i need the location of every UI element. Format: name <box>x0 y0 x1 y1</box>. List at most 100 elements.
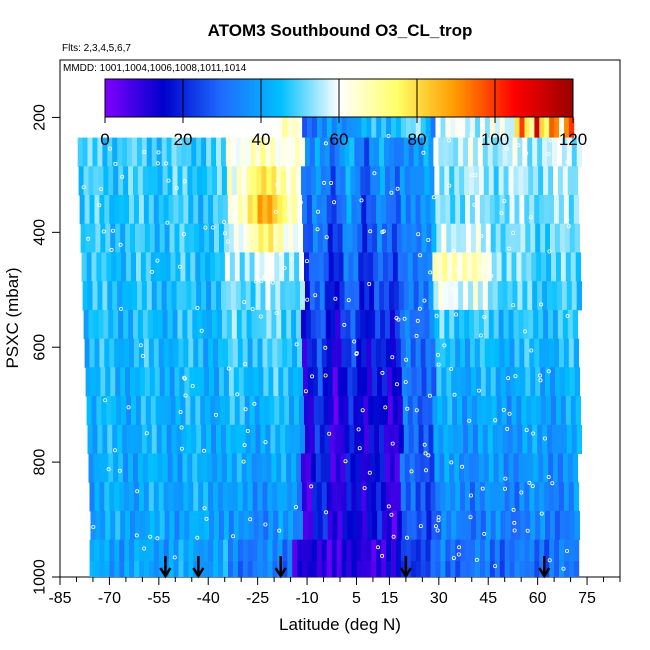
heatmap-cell <box>113 309 119 340</box>
heatmap-cell <box>360 166 366 196</box>
heatmap-cell <box>129 338 135 368</box>
heatmap-cell <box>355 309 361 340</box>
sample-point <box>245 428 250 433</box>
heatmap-cell <box>438 281 444 311</box>
heatmap-cell <box>386 561 392 577</box>
heatmap-cell <box>356 539 362 562</box>
heatmap-cell <box>124 561 130 577</box>
heatmap-cell <box>295 137 301 167</box>
heatmap-cell <box>288 223 294 253</box>
heatmap-cell <box>509 117 515 138</box>
heatmap-cell <box>519 195 525 225</box>
heatmap-cell <box>212 166 218 196</box>
sample-point <box>122 131 127 136</box>
heatmap-cell <box>324 424 330 454</box>
heatmap-cell <box>549 561 555 577</box>
heatmap-cell <box>211 424 217 454</box>
heatmap-cell <box>228 539 234 562</box>
heatmap-cell <box>119 482 125 512</box>
heatmap-cell <box>243 223 249 253</box>
heatmap-cell <box>504 338 510 368</box>
sample-point <box>277 528 282 533</box>
heatmap-cell <box>484 561 491 577</box>
heatmap-cell <box>524 117 530 138</box>
heatmap-cell <box>89 195 95 225</box>
heatmap-cell <box>232 539 239 562</box>
heatmap-cell <box>345 309 351 340</box>
sample-point <box>550 481 555 486</box>
heatmap-cell <box>363 252 369 282</box>
heatmap-cell <box>530 510 536 541</box>
sample-point <box>357 446 362 451</box>
heatmap-cell <box>323 396 329 426</box>
heatmap-cell <box>266 309 272 340</box>
heatmap-cell <box>480 367 487 397</box>
heatmap-cell <box>528 453 534 483</box>
sample-point <box>118 242 123 247</box>
heatmap-cell <box>81 252 87 282</box>
heatmap-cell <box>171 424 177 454</box>
heatmap-cell <box>179 223 185 253</box>
sample-point <box>383 405 388 410</box>
heatmap-cell <box>522 281 528 311</box>
colorbar-tick-label: 60 <box>330 130 349 149</box>
chart-title: ATOM3 Southbound O3_CL_trop <box>208 21 473 40</box>
sample-point <box>313 293 318 298</box>
sample-point <box>179 425 184 430</box>
heatmap-cell <box>173 482 179 512</box>
heatmap-cell <box>319 424 326 454</box>
heatmap-cell <box>128 453 134 483</box>
heatmap-cell <box>131 396 137 426</box>
heatmap-cell <box>502 281 508 311</box>
x-tick-label: -25 <box>246 590 269 607</box>
heatmap-cell <box>178 482 184 512</box>
heatmap-cell <box>99 561 105 577</box>
heatmap-cell <box>415 195 421 225</box>
heatmap-cell <box>339 424 345 454</box>
heatmap-cell <box>378 396 384 426</box>
heatmap-cell <box>568 539 575 562</box>
heatmap-cell <box>99 539 105 562</box>
heatmap-cell <box>321 561 328 577</box>
heatmap-cell <box>450 482 456 512</box>
heatmap-cell <box>252 539 258 562</box>
heatmap-cell <box>121 252 127 282</box>
heatmap-cell <box>174 367 180 397</box>
sample-point <box>513 374 518 379</box>
heatmap-cell <box>417 252 423 282</box>
heatmap-cell <box>203 539 209 562</box>
heatmap-cell <box>91 252 97 282</box>
heatmap-cell <box>263 510 269 541</box>
heatmap-cell <box>557 166 564 196</box>
heatmap-cell <box>184 367 190 397</box>
sample-point <box>502 198 507 203</box>
heatmap-cell <box>391 539 397 562</box>
sample-point <box>275 182 280 187</box>
heatmap-cell <box>326 338 332 368</box>
heatmap-cell <box>549 482 555 512</box>
heatmap-cell <box>238 367 244 397</box>
heatmap-cell <box>282 195 288 225</box>
heatmap-cell <box>119 539 125 562</box>
heatmap-cell <box>320 453 327 483</box>
heatmap-cell <box>134 338 140 368</box>
heatmap-cell <box>250 424 256 454</box>
heatmap-cell <box>167 309 173 340</box>
heatmap-cell <box>374 137 380 167</box>
heatmap-cell <box>282 482 288 512</box>
sample-point <box>436 518 441 523</box>
heatmap-cell <box>108 309 114 340</box>
heatmap-cell <box>475 539 481 562</box>
sample-point <box>367 470 372 475</box>
heatmap-cell <box>367 223 373 253</box>
heatmap-cell <box>453 281 459 311</box>
sample-point <box>226 366 231 371</box>
heatmap-cell <box>209 367 215 397</box>
heatmap-cell <box>503 309 509 340</box>
heatmap-cell <box>139 510 146 541</box>
heatmap-cell <box>246 166 252 196</box>
heatmap-cell <box>85 367 91 397</box>
heatmap-cell <box>173 539 179 562</box>
heatmap-cell <box>292 338 298 368</box>
